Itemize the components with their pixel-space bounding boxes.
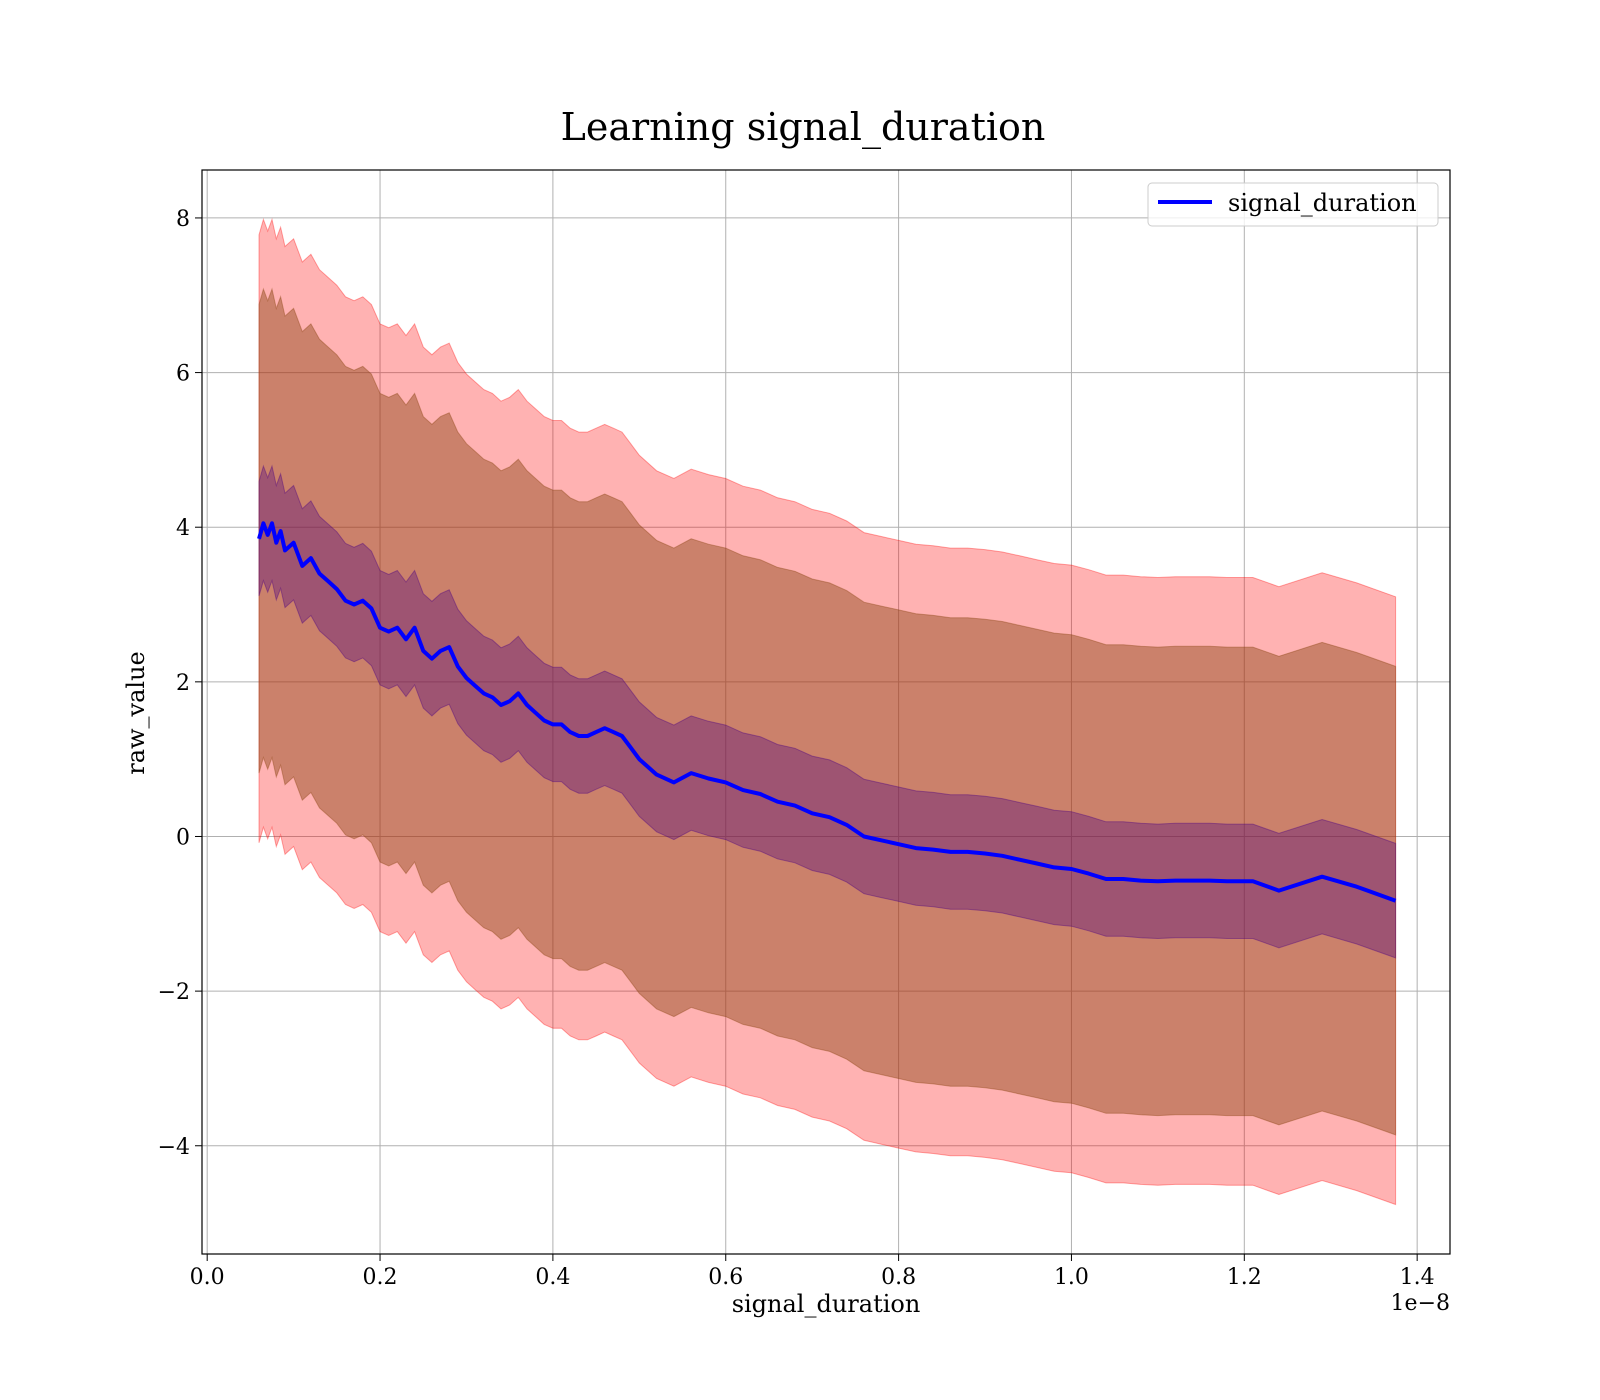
uncertainty-band-outer bbox=[258, 217, 1397, 1206]
plot-frame bbox=[201, 169, 1451, 1255]
legend-label-signal-duration: signal_duration bbox=[1228, 189, 1417, 217]
y-tick-label: 4 bbox=[176, 516, 190, 541]
line-layer bbox=[257, 521, 1397, 903]
legend-box bbox=[1147, 182, 1439, 227]
y-tick-label: 6 bbox=[176, 362, 190, 387]
y-tick-label: −2 bbox=[158, 980, 190, 1005]
legend: signal_duration bbox=[1147, 182, 1439, 227]
band-layer bbox=[258, 217, 1397, 1206]
chart-title: Learning signal_duration bbox=[561, 105, 1046, 150]
x-tick-label: 0.2 bbox=[363, 1265, 398, 1290]
y-tick-label: −4 bbox=[158, 1135, 190, 1160]
x-tick-label: 1.0 bbox=[1054, 1265, 1089, 1290]
y-tick-label: 2 bbox=[176, 671, 190, 696]
x-tick-label: 0.4 bbox=[535, 1265, 570, 1290]
tick-layer: 0.0 0.2 0.4 0.6 0.8 1.0 1.2 1.4 −4 −2 0 2 4 6 8 bbox=[158, 207, 1435, 1290]
grid-layer bbox=[202, 170, 1450, 1254]
series-line-signal-duration bbox=[257, 521, 1397, 903]
x-axis-label: signal_duration bbox=[732, 1290, 921, 1318]
x-tick-label: 0.0 bbox=[190, 1265, 225, 1290]
y-tick-label: 8 bbox=[176, 207, 190, 232]
x-tick-label: 1.4 bbox=[1400, 1265, 1435, 1290]
x-tick-label: 0.8 bbox=[881, 1265, 916, 1290]
uncertainty-band-middle bbox=[258, 287, 1397, 1136]
x-axis-offset-label: 1e−8 bbox=[1391, 1291, 1450, 1316]
y-tick-label: 0 bbox=[176, 825, 190, 850]
x-tick-label: 1.2 bbox=[1227, 1265, 1262, 1290]
uncertainty-band-inner bbox=[258, 464, 1397, 959]
x-tick-label: 0.6 bbox=[708, 1265, 743, 1290]
y-axis-label: raw_value bbox=[122, 651, 150, 775]
